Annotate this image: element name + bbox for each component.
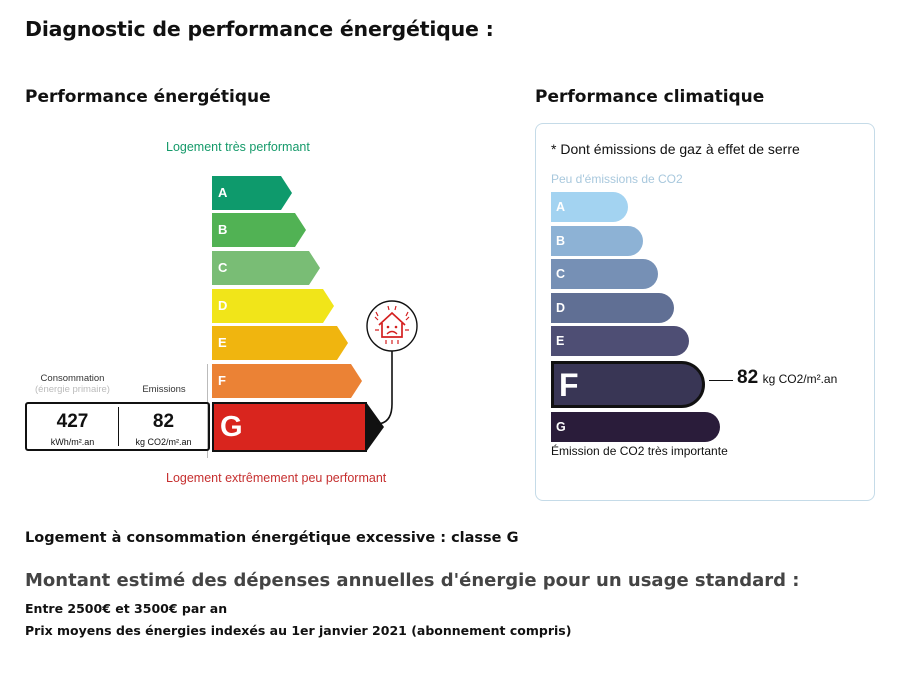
energy-class-f-bar: F bbox=[212, 364, 362, 398]
sad-house-icon bbox=[366, 300, 418, 352]
climate-class-b-label: B bbox=[556, 234, 566, 248]
climate-class-e-bar: E bbox=[551, 326, 689, 356]
energy-class-e-bar: E bbox=[212, 326, 348, 360]
energy-performance-title: Performance énergétique bbox=[25, 87, 271, 107]
consumption-box: 427 kWh/m².an 82 kg CO2/m².an bbox=[25, 402, 210, 451]
climate-class-b-bar: B bbox=[551, 226, 643, 256]
costs-title: Montant estimé des dépenses annuelles d'… bbox=[25, 570, 800, 591]
climate-class-g-label: G bbox=[556, 420, 566, 434]
energy-class-c-label: C bbox=[218, 260, 228, 275]
emissions-value: 82 bbox=[152, 411, 175, 432]
energy-class-b-label: B bbox=[218, 222, 228, 237]
climate-class-a-label: A bbox=[556, 200, 566, 214]
energy-current-arrow bbox=[366, 402, 384, 452]
climate-class-a-bar: A bbox=[551, 192, 628, 222]
energy-class-d-label: D bbox=[218, 298, 228, 313]
energy-class-a-bar: A bbox=[212, 176, 292, 210]
emissions-unit: kg CO2/m².an bbox=[135, 437, 192, 447]
climate-class-c-bar: C bbox=[551, 259, 658, 289]
energy-class-a-label: A bbox=[218, 185, 228, 200]
climate-unit: kg CO2/m².an bbox=[762, 372, 838, 386]
climate-bottom-caption: Émission de CO2 très importante bbox=[551, 444, 728, 458]
climate-value: 82 bbox=[737, 367, 759, 388]
climate-panel bbox=[535, 123, 875, 501]
energy-class-b-bar: B bbox=[212, 213, 306, 247]
climate-class-g-bar: G bbox=[551, 412, 720, 442]
consumption-unit: kWh/m².an bbox=[50, 437, 95, 447]
climate-value-connector bbox=[709, 380, 733, 381]
energy-class-c-bar: C bbox=[212, 251, 320, 285]
climate-class-c-label: C bbox=[556, 267, 566, 281]
costs-range: Entre 2500€ et 3500€ par an bbox=[25, 601, 228, 616]
climate-performance-title: Performance climatique bbox=[535, 87, 765, 107]
energy-class-f-label: F bbox=[218, 373, 226, 388]
climate-class-f-label: F bbox=[559, 367, 579, 403]
climate-class-d-label: D bbox=[556, 301, 566, 315]
climate-note: * Dont émissions de gaz à effet de serre bbox=[551, 141, 800, 157]
climate-class-f-bar-current: F bbox=[551, 361, 705, 408]
energy-bottom-caption: Logement extrêmement peu performant bbox=[166, 471, 387, 485]
connector-line bbox=[375, 348, 393, 425]
climate-class-d-bar: D bbox=[551, 293, 674, 323]
energy-top-caption: Logement très performant bbox=[166, 140, 310, 154]
energy-class-e-label: E bbox=[218, 335, 227, 350]
divider-line bbox=[207, 364, 208, 458]
climate-top-caption: Peu d'émissions de CO2 bbox=[551, 172, 683, 186]
page-title: Diagnostic de performance énergétique : bbox=[25, 17, 494, 41]
climate-class-e-label: E bbox=[556, 334, 565, 348]
energy-class-d-bar: D bbox=[212, 289, 334, 323]
energy-class-g-label: G bbox=[220, 411, 243, 443]
consumption-value: 427 bbox=[56, 411, 89, 432]
consumption-label: Consommation bbox=[40, 373, 105, 384]
energy-class-g-bar-current: G bbox=[212, 402, 367, 452]
excessive-consumption-text: Logement à consommation énergétique exce… bbox=[25, 530, 519, 546]
consumption-divider bbox=[118, 407, 119, 446]
emissions-label: Emissions bbox=[142, 384, 186, 395]
consumption-sublabel: (énergie primaire) bbox=[35, 384, 110, 395]
prices-note: Prix moyens des énergies indexés au 1er … bbox=[25, 623, 572, 638]
climate-value-readout: 82 kg CO2/m².an bbox=[737, 367, 837, 389]
